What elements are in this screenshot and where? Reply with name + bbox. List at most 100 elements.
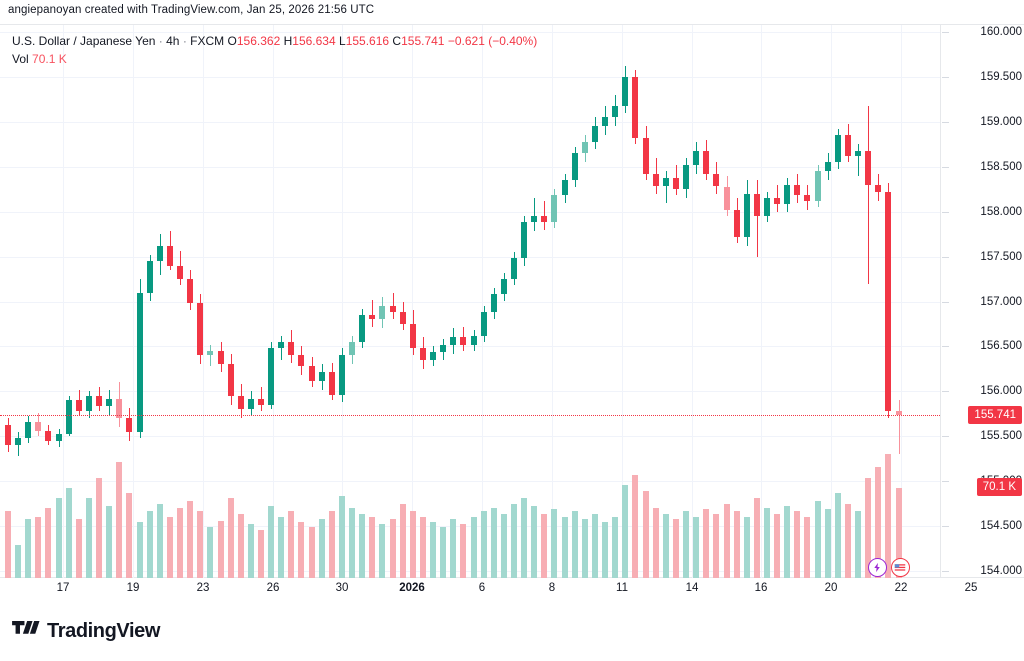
- legend-interval[interactable]: 4h: [166, 34, 180, 48]
- volume-bar: [753, 498, 760, 578]
- gridline-vertical: [63, 25, 64, 578]
- candle-body: [288, 341, 295, 356]
- volume-bar: [419, 516, 426, 578]
- volume-bar: [480, 511, 487, 578]
- volume-bar: [5, 511, 11, 578]
- candle-body: [683, 164, 690, 190]
- time-tick-label: 6: [478, 582, 486, 594]
- price-tick-dash: [942, 391, 949, 392]
- gridline-horizontal: [0, 481, 940, 482]
- candle-body: [187, 279, 194, 304]
- volume-bar: [440, 527, 447, 578]
- candle-body: [743, 193, 750, 237]
- volume-bar: [389, 519, 396, 578]
- volume-bar: [207, 527, 214, 578]
- candle-body: [460, 337, 467, 345]
- volume-bar: [764, 507, 770, 578]
- candle-body: [551, 195, 558, 223]
- volume-bar: [258, 529, 264, 578]
- candle-body: [470, 335, 477, 345]
- candle-body: [75, 400, 82, 412]
- price-tick-label: 157.500: [980, 251, 1022, 263]
- volume-bar: [146, 511, 153, 578]
- volume-bar: [784, 506, 791, 578]
- candle-wick: [666, 171, 667, 203]
- price-tick-label: 156.500: [980, 340, 1022, 352]
- time-axis[interactable]: 17 19 23 26 30 2026 6 8 11 14 16 20 22 25: [0, 578, 1024, 604]
- attribution-text: angiepanoyan created with TradingView.co…: [8, 4, 375, 16]
- volume-bar: [409, 511, 416, 578]
- volume-bar: [794, 511, 801, 578]
- volume-bar: [450, 519, 457, 578]
- gridline-horizontal: [0, 122, 940, 123]
- legend-symbol[interactable]: U.S. Dollar / Japanese Yen: [12, 34, 156, 48]
- time-tick-label: 2026: [399, 582, 425, 594]
- candle-body: [855, 150, 862, 156]
- volume-bar: [844, 503, 851, 578]
- candle-body: [389, 305, 396, 313]
- price-tick-dash: [942, 122, 949, 123]
- price-tick-label: 154.500: [980, 520, 1022, 532]
- volume-bar: [855, 511, 862, 578]
- volume-bar: [561, 516, 568, 578]
- candle-body: [409, 323, 416, 349]
- legend-high-value: 156.634: [292, 34, 336, 48]
- legend-open-value: 156.362: [236, 34, 281, 48]
- legend-exchange: FXCM: [190, 34, 225, 48]
- footer: TradingView: [12, 620, 160, 643]
- gridline-horizontal: [0, 436, 940, 437]
- price-tick-label: 157.000: [980, 296, 1022, 308]
- price-tick-dash: [942, 32, 949, 33]
- legend-close-label: C: [392, 34, 402, 48]
- candle-body: [662, 177, 669, 187]
- volume-bar: [318, 519, 325, 578]
- candle-body: [561, 180, 568, 196]
- legend-low-value: 155.616: [345, 34, 390, 48]
- time-tick-label: 17: [56, 582, 70, 594]
- volume-bar: [895, 488, 902, 578]
- lightning-bolt-icon[interactable]: [868, 558, 888, 577]
- volume-bar: [35, 516, 42, 578]
- volume-bar: [45, 507, 52, 578]
- price-tick-dash: [942, 77, 949, 78]
- us-flag-icon[interactable]: [890, 558, 910, 577]
- price-tick-label: 156.000: [980, 385, 1022, 397]
- candle-body: [146, 261, 153, 293]
- candle-body: [784, 184, 791, 205]
- volume-bar: [75, 519, 82, 578]
- volume-bar: [65, 488, 72, 578]
- legend-high-label: H: [283, 34, 293, 48]
- chart-legend: U.S. Dollar / Japanese Yen · 4h · FXCM O…: [12, 33, 537, 68]
- volume-bar: [703, 508, 710, 578]
- candle-body: [379, 305, 386, 320]
- volume-bar: [288, 511, 295, 578]
- candle-body: [430, 351, 437, 360]
- gridline-vertical: [761, 25, 762, 578]
- price-axis[interactable]: 160.000 159.500 159.000 158.500 158.000 157.5…: [940, 25, 1024, 578]
- time-tick-label: 16: [754, 582, 768, 594]
- price-tick-label: 158.500: [980, 161, 1022, 173]
- volume-bar: [521, 498, 528, 578]
- candle-body: [642, 138, 649, 174]
- candle-wick: [544, 200, 545, 230]
- candle-body: [824, 162, 831, 172]
- gridline-vertical: [692, 25, 693, 578]
- volume-bar: [571, 511, 578, 578]
- volume-bar: [298, 521, 305, 578]
- volume-bar: [541, 514, 548, 578]
- candle-body: [419, 348, 426, 360]
- volume-bar: [116, 462, 123, 578]
- time-tick-label: 25: [964, 582, 978, 594]
- chart-plot-area[interactable]: [0, 25, 940, 578]
- legend-volume-label: Vol: [12, 52, 29, 66]
- candle-body: [703, 150, 710, 174]
- volume-bar: [15, 545, 22, 578]
- legend-close-value: 155.741: [401, 34, 445, 48]
- volume-bar: [693, 516, 700, 578]
- legend-volume-row: Vol 70.1 K: [12, 51, 537, 68]
- volume-bar: [247, 524, 254, 578]
- candle-body: [96, 395, 103, 406]
- candle-wick: [899, 400, 900, 455]
- price-tick-label: 159.500: [980, 71, 1022, 83]
- volume-bar: [349, 507, 356, 578]
